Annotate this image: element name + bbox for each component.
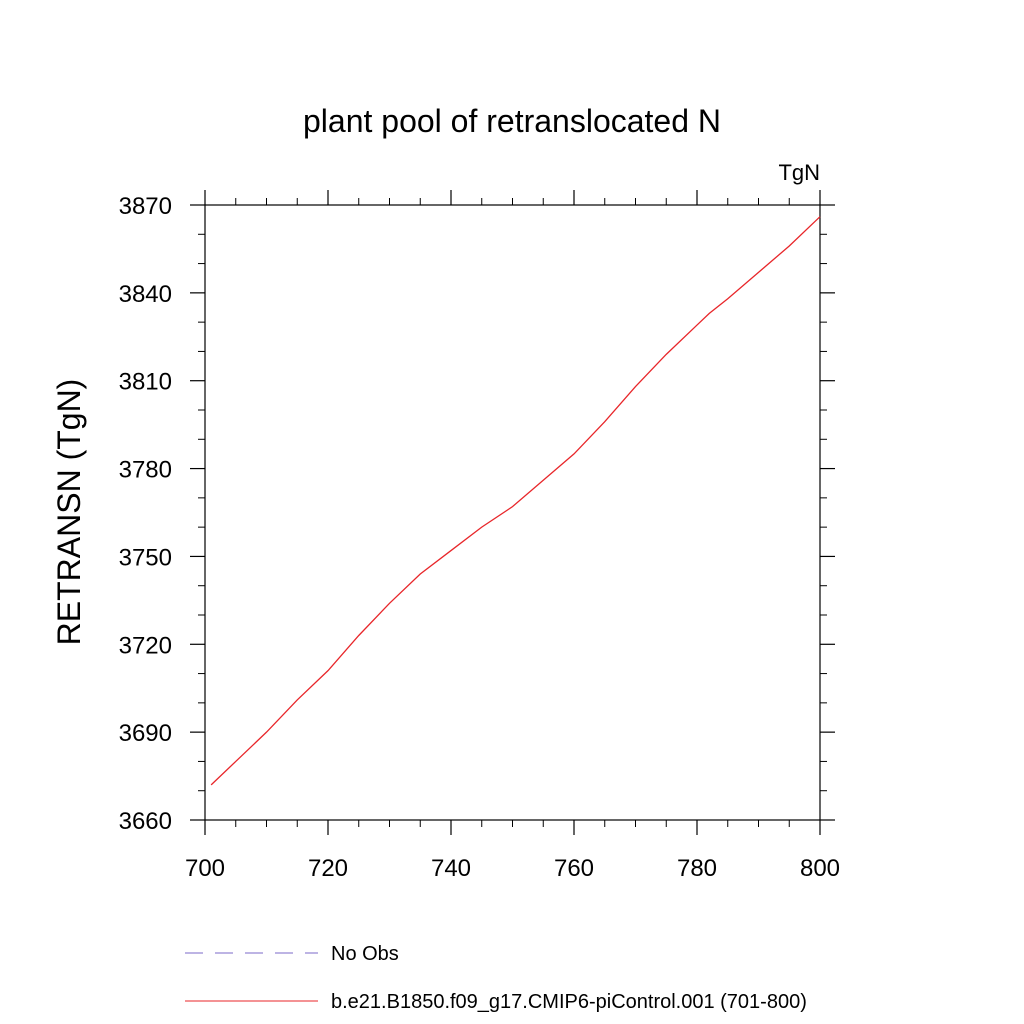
y-tick-label: 3690 xyxy=(119,720,172,747)
x-tick-label: 760 xyxy=(554,855,594,882)
y-tick-label: 3780 xyxy=(119,457,172,484)
y-tick-label: 3750 xyxy=(119,544,172,571)
x-tick-label: 720 xyxy=(308,855,348,882)
series-line-1 xyxy=(210,216,821,786)
x-tick-label: 700 xyxy=(185,855,225,882)
legend-label: b.e21.B1850.f09_g17.CMIP6-piControl.001 … xyxy=(331,991,807,1013)
legend: No Obs b.e21.B1850.f09_g17.CMIP6-piContro… xyxy=(185,943,807,1013)
series-lines xyxy=(210,216,821,786)
units-label: TgN xyxy=(778,160,820,185)
x-tick-label: 740 xyxy=(431,855,471,882)
y-tick-label: 3660 xyxy=(119,808,172,835)
plot-frame xyxy=(204,204,821,821)
y-tick-label: 3720 xyxy=(119,632,172,659)
y-tick-label: 3840 xyxy=(119,281,172,308)
x-tick-label: 800 xyxy=(800,855,840,882)
legend-label: No Obs xyxy=(331,943,399,965)
chart-title: plant pool of retranslocated N xyxy=(303,103,721,139)
y-tick-label: 3870 xyxy=(119,193,172,220)
x-tick-label: 780 xyxy=(677,855,717,882)
y-tick-label: 3810 xyxy=(119,369,172,396)
y-axis-label: RETRANSN (TgN) xyxy=(51,379,87,646)
axes: 700 720 740 760 780 800 3660 3690 3720 3750 3780 38… xyxy=(119,190,840,882)
